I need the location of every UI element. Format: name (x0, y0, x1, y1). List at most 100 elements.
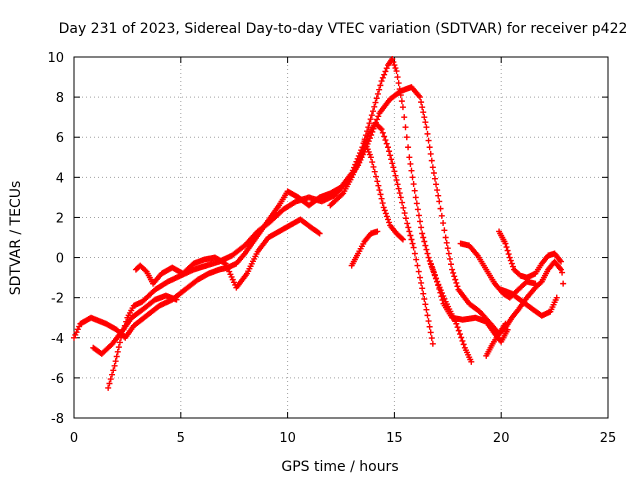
data-point-marker (553, 294, 560, 301)
data-point-marker (451, 273, 458, 280)
data-point-marker (399, 104, 406, 111)
data-point-marker (383, 140, 390, 147)
data-point-marker (422, 301, 429, 308)
data-point-marker (407, 232, 414, 239)
data-point-marker (379, 74, 386, 81)
data-point-marker (72, 331, 79, 338)
data-point-marker (455, 327, 462, 334)
x-axis-label: GPS time / hours (281, 459, 398, 475)
data-point-marker (377, 82, 384, 89)
data-point-marker (386, 219, 393, 226)
data-point-marker (399, 199, 406, 206)
y-tick-label: -6 (51, 372, 64, 387)
data-point-marker (445, 250, 452, 257)
data-point-marker (453, 320, 460, 327)
data-point-marker (431, 175, 438, 182)
data-point-marker (419, 230, 426, 237)
data-point-marker (410, 181, 417, 188)
data-point-marker (433, 181, 440, 188)
y-tick-label: 4 (56, 171, 64, 186)
data-point-marker (381, 207, 388, 214)
data-point-marker (73, 329, 80, 336)
data-point-marker (429, 164, 436, 171)
data-point-marker (403, 134, 410, 141)
data-point-marker (421, 238, 428, 245)
data-point-marker (109, 371, 116, 378)
series-track-11 (483, 258, 565, 359)
data-point-marker (419, 104, 426, 111)
data-point-marker (434, 278, 441, 285)
data-point-marker (438, 212, 445, 219)
data-point-marker (440, 220, 447, 227)
data-point-marker (430, 169, 437, 176)
data-point-marker (382, 210, 389, 217)
data-point-marker (422, 119, 429, 126)
data-point-marker (407, 160, 414, 167)
data-point-marker (412, 194, 419, 201)
y-tick-label: -2 (51, 292, 64, 307)
data-point-marker (378, 78, 385, 85)
data-point-marker (401, 114, 408, 121)
data-point-marker (420, 290, 427, 297)
x-tick-label: 10 (279, 431, 296, 446)
data-point-marker (420, 109, 427, 116)
y-tick-label: -4 (51, 332, 64, 347)
data-point-marker (441, 227, 448, 234)
data-point-marker (389, 160, 396, 167)
data-point-marker (448, 261, 455, 268)
data-point-marker (503, 244, 510, 251)
y-tick-label: 8 (56, 91, 64, 106)
data-point-marker (426, 144, 433, 151)
series-track-10 (496, 228, 567, 287)
data-point-marker (419, 285, 426, 292)
data-point-marker (428, 263, 435, 270)
series-track-6 (361, 138, 406, 243)
data-point-marker (427, 329, 434, 336)
data-point-marker (420, 234, 427, 241)
data-point-marker (439, 297, 446, 304)
data-point-marker (458, 334, 465, 341)
data-point-marker (402, 215, 409, 222)
data-point-marker (74, 326, 81, 333)
x-axis-ticks: 0 5 10 15 20 25 (70, 57, 616, 446)
data-point-marker (377, 125, 384, 132)
data-point-marker (398, 98, 405, 105)
data-point-marker (428, 157, 435, 164)
data-point-marker (387, 152, 394, 159)
data-point-marker (537, 279, 544, 286)
data-point-marker (399, 236, 406, 243)
data-point-marker (394, 181, 401, 188)
data-point-marker (389, 56, 396, 63)
data-point-marker (438, 293, 445, 300)
data-point-marker (421, 114, 428, 121)
data-point-marker (393, 177, 400, 184)
data-point-marker (173, 296, 180, 303)
data-point-marker (111, 362, 118, 369)
data-point-marker (427, 150, 434, 157)
data-point-marker (452, 276, 459, 283)
data-point-marker (417, 218, 424, 225)
data-point-marker (394, 74, 401, 81)
data-point-marker (386, 148, 393, 155)
data-point-marker (315, 229, 322, 236)
data-point-marker (414, 206, 421, 213)
data-point-marker (418, 279, 425, 286)
data-point-marker (417, 274, 424, 281)
data-point-marker (367, 154, 374, 161)
data-point-marker (427, 260, 434, 267)
data-point-marker (430, 269, 437, 276)
data-point-marker (392, 65, 399, 72)
y-tick-label: 10 (47, 51, 64, 66)
y-tick-label: 6 (56, 131, 64, 146)
data-point-marker (383, 213, 390, 220)
data-point-marker (444, 245, 451, 252)
data-point-marker (422, 242, 429, 249)
data-point-marker (457, 331, 464, 338)
data-point-marker (392, 172, 399, 179)
data-point-marker (377, 191, 384, 198)
data-point-marker (400, 204, 407, 211)
data-point-marker (390, 59, 397, 66)
series-track-5 (327, 120, 436, 347)
data-point-marker (423, 306, 430, 313)
